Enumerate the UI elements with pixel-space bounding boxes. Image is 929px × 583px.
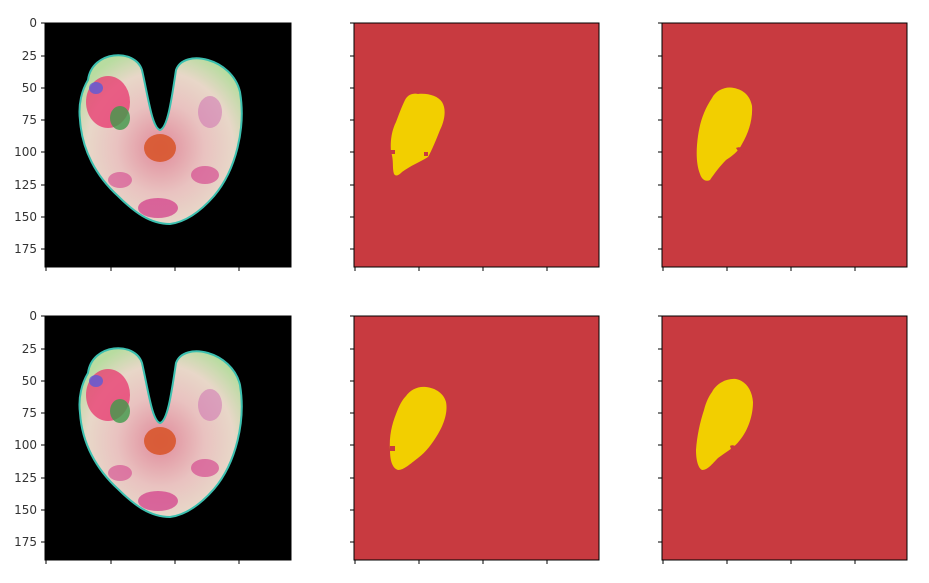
y-tick-label: 125	[14, 471, 37, 485]
y-tick-label: 100	[14, 145, 37, 159]
panel-mask-bottom-middle	[350, 315, 600, 564]
x-axis-ticks	[662, 267, 856, 271]
y-axis-ticks	[350, 315, 354, 543]
x-axis-ticks	[354, 267, 548, 271]
x-axis-ticks	[45, 560, 240, 564]
panel-mask-top-middle	[350, 22, 600, 271]
y-tick-label: 0	[29, 309, 37, 323]
y-tick-label: 75	[22, 113, 37, 127]
y-tick-label: 25	[22, 342, 37, 356]
axes-frame	[353, 315, 600, 561]
y-axis: 0 25 50 75 100 125 150 175	[14, 309, 45, 549]
y-tick-label: 125	[14, 178, 37, 192]
panel-mask-top-right	[658, 22, 908, 271]
axes-frame	[661, 22, 908, 268]
y-axis-ticks	[350, 22, 354, 250]
y-tick-label: 0	[29, 16, 37, 30]
x-axis-ticks	[45, 267, 240, 271]
axes-frame	[44, 22, 292, 268]
mask-region	[696, 87, 753, 181]
brain-slice-image	[78, 347, 243, 519]
y-tick-label: 75	[22, 406, 37, 420]
y-axis-ticks	[658, 315, 662, 543]
y-tick-label: 100	[14, 438, 37, 452]
y-tick-label: 175	[14, 535, 37, 549]
axes-frame	[44, 315, 292, 561]
x-axis-ticks	[354, 560, 548, 564]
y-tick-label: 150	[14, 210, 37, 224]
y-tick-label: 50	[22, 81, 37, 95]
y-tick-label: 150	[14, 503, 37, 517]
axes-frame	[353, 22, 600, 268]
y-axis: 0 25 50 75 100 125 150 175	[14, 16, 45, 256]
panel-mri-bottom: 0 25 50 75 100 125 150 175	[14, 309, 292, 564]
mask-region	[696, 378, 753, 470]
x-axis-ticks	[662, 560, 856, 564]
axes-frame	[661, 315, 908, 561]
panel-mri-top: 0 25 50 75 100 125 150 175	[14, 16, 292, 271]
y-axis-ticks	[658, 22, 662, 250]
panel-mask-bottom-right	[658, 315, 908, 564]
y-tick-label: 25	[22, 49, 37, 63]
y-tick-label: 175	[14, 242, 37, 256]
brain-slice-image	[78, 54, 243, 226]
mask-background	[354, 23, 599, 267]
y-tick-label: 50	[22, 374, 37, 388]
mask-region	[390, 93, 445, 176]
mask-region	[389, 386, 447, 470]
